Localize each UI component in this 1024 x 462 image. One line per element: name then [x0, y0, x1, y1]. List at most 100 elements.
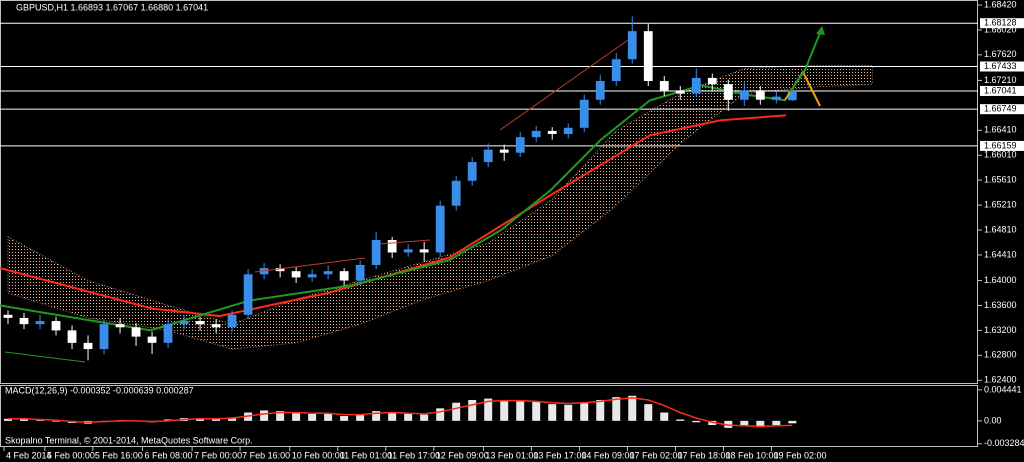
candle-body [723, 84, 733, 100]
macd-bar [484, 398, 493, 421]
x-tick-label: 11 Feb 01:00 [340, 450, 392, 460]
candle-body [307, 274, 317, 278]
trend-line [499, 39, 629, 131]
candle-body [595, 81, 605, 100]
macd-bar [228, 417, 237, 421]
candle-body [515, 137, 525, 153]
x-tick-label: 5 Feb 00:00 [47, 450, 95, 460]
macd-bar [772, 420, 781, 426]
level-label: 1.68128 [984, 18, 1017, 28]
candle-body [563, 127, 573, 135]
y-tick-label: 1.64410 [984, 249, 1017, 259]
candle-body [771, 96, 781, 100]
macd-bar [644, 404, 653, 421]
macd-bar [628, 395, 637, 421]
macd-bar [276, 411, 285, 421]
candle-body [707, 77, 717, 85]
macd-bar [660, 412, 669, 421]
macd-bar [404, 413, 413, 421]
candle-body [691, 77, 701, 94]
macd-panel-frame [0, 385, 978, 447]
macd-bar [420, 414, 429, 421]
macd-bar [788, 420, 797, 424]
main-panel: 1.68420 1.68020 1.67620 1.67210 1.66410 1.660… [0, 0, 1024, 385]
chart-title: GBPUSD,H1 1.66893 1.67067 1.66880 1.6704… [16, 2, 208, 12]
arrow-head [816, 26, 825, 35]
y-tick-label: 1.63200 [984, 325, 1017, 335]
x-tick-label: 17 Feb 18:00 [677, 450, 730, 460]
macd-bar [564, 404, 573, 421]
candle-body [147, 336, 157, 343]
macd-bar [596, 399, 605, 421]
macd-bar [292, 413, 301, 421]
x-tick-label: 10 Feb 00:00 [292, 450, 345, 460]
macd-bar [548, 404, 557, 421]
macd-bar [452, 402, 461, 421]
trend-line [379, 239, 431, 245]
candle-body [611, 59, 621, 82]
x-tick-label: 13 Feb 01:00 [485, 450, 538, 460]
candle-body [51, 321, 61, 331]
x-tick-label: 5 Feb 16:00 [95, 450, 143, 460]
y-tick-label: -0.003284 [984, 438, 1024, 448]
macd-bar [468, 399, 477, 421]
macd-bar [308, 413, 317, 421]
x-tick-label: 14 Feb 09:00 [581, 450, 634, 460]
copyright: Skopalno Terminal, © 2001-2014, MetaQuot… [5, 435, 253, 445]
moving-average [0, 84, 787, 332]
macd-bar [260, 410, 269, 421]
y-tick-label: 1.67210 [984, 75, 1017, 85]
candle-body [499, 149, 509, 153]
candle-body [131, 327, 141, 337]
macd-bar [500, 400, 509, 421]
candle-body [675, 90, 685, 94]
macd-bar [740, 420, 749, 427]
candle-body [163, 324, 173, 343]
candle-body [35, 321, 45, 325]
macd-bar [4, 418, 13, 421]
candle-body [531, 130, 541, 138]
candle-body [355, 264, 365, 281]
candle-body [323, 271, 333, 275]
y-tick-label: 1.66010 [984, 150, 1017, 160]
candle-body [195, 321, 205, 325]
signal-line [8, 397, 793, 428]
candle-body [403, 249, 413, 253]
candle-body [419, 249, 429, 253]
y-tick-label: 1.68020 [984, 24, 1017, 34]
candle-body [579, 99, 589, 128]
macd-bar [612, 397, 621, 421]
macd-bar [36, 420, 45, 421]
macd-bar [356, 414, 365, 421]
y-tick-label: 1.65210 [984, 199, 1017, 209]
x-tick-label: 7 Feb 00:00 [194, 450, 242, 460]
candle-body [275, 268, 285, 272]
level-label: 1.67041 [984, 85, 1017, 95]
y-tick-label: 1.62800 [984, 350, 1017, 360]
y-tick-label: 1.66410 [984, 125, 1017, 135]
y-tick-label: 0.00 [984, 415, 1002, 425]
macd-bar [212, 418, 221, 421]
y-tick-label: 1.64000 [984, 275, 1017, 285]
macd-bar [580, 402, 589, 421]
x-tick-label: 11 Feb 17:00 [388, 450, 440, 460]
level-label-box [980, 104, 1024, 115]
macd-bar [676, 419, 685, 421]
macd-bar [20, 419, 29, 421]
level-label-box [980, 18, 1024, 29]
candle-body [643, 31, 653, 82]
candle-body [451, 180, 461, 206]
candle-body [739, 90, 749, 100]
macd-bar [388, 412, 397, 421]
main-panel-frame [0, 0, 978, 384]
x-tick-label: 7 Feb 16:00 [242, 450, 290, 460]
y-tick-label: 1.63600 [984, 300, 1017, 310]
level-label: 1.66749 [984, 104, 1017, 114]
x-tick-label: 4 Feb 2014 [6, 450, 52, 460]
candle-body [227, 314, 237, 328]
candle-body [787, 90, 797, 101]
level-label: 1.66159 [984, 140, 1017, 150]
level-label: 1.67433 [984, 61, 1017, 71]
candle-body [19, 317, 29, 325]
